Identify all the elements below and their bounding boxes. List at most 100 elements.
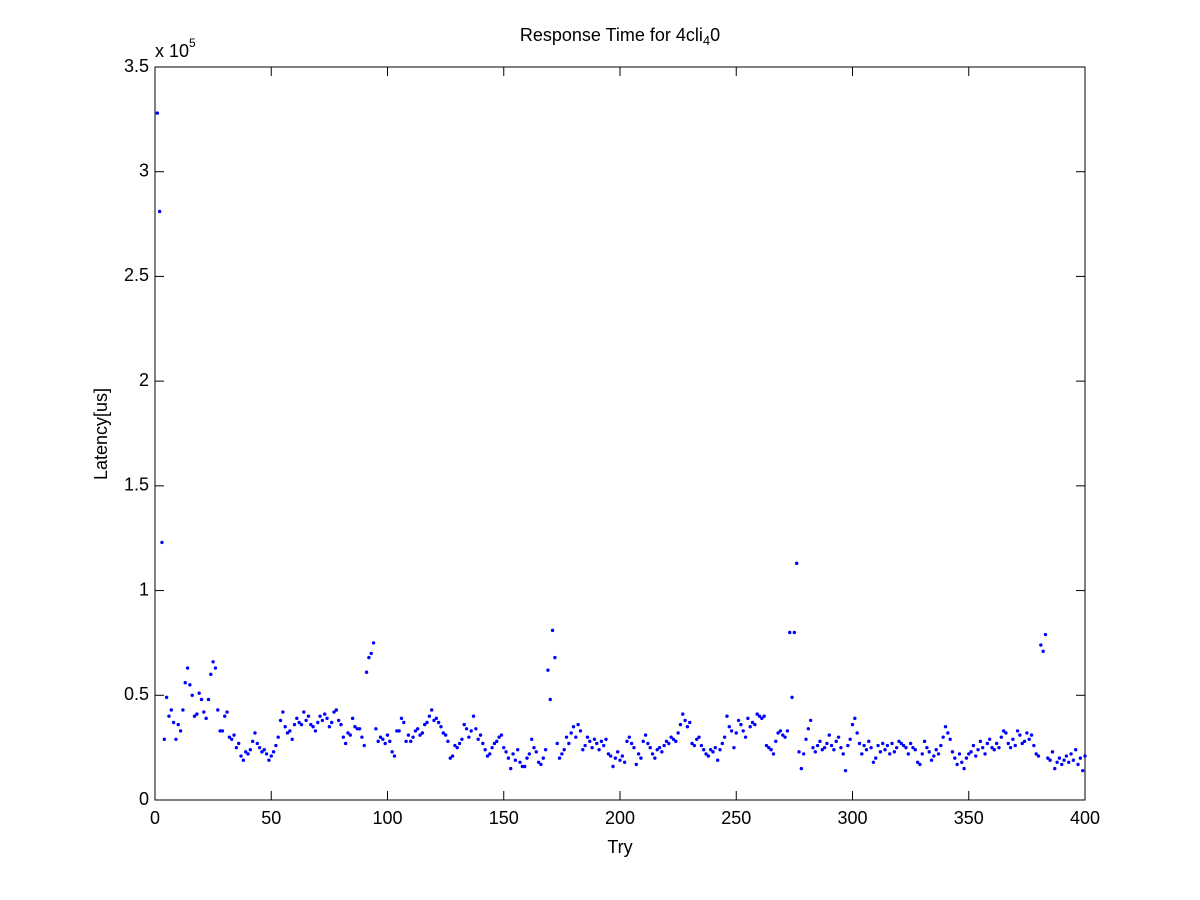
data-point	[481, 741, 485, 746]
data-point	[615, 750, 620, 754]
data-point	[290, 737, 294, 741]
data-point	[1076, 762, 1080, 767]
data-point	[994, 741, 999, 746]
data-point	[997, 745, 1001, 750]
data-point	[783, 735, 787, 739]
data-point	[690, 741, 694, 746]
data-point	[539, 762, 543, 767]
data-point	[223, 714, 227, 718]
data-point	[743, 735, 748, 739]
data-point	[599, 739, 604, 744]
data-point	[929, 758, 934, 762]
data-point	[164, 695, 169, 700]
data-point	[567, 741, 571, 746]
data-point	[467, 735, 471, 739]
data-point	[834, 739, 838, 744]
data-point	[167, 714, 171, 718]
data-point	[313, 729, 318, 733]
data-point	[804, 737, 808, 741]
data-point	[299, 722, 304, 727]
data-point	[199, 697, 204, 702]
data-point	[302, 710, 306, 714]
x-tick-label: 200	[605, 808, 635, 828]
data-point	[497, 735, 501, 739]
data-point	[839, 745, 843, 750]
data-point	[471, 714, 476, 718]
data-point	[757, 714, 762, 718]
data-point	[606, 752, 611, 756]
data-point	[450, 754, 455, 758]
data-point	[227, 735, 232, 739]
data-point	[964, 756, 969, 760]
data-point	[1078, 756, 1083, 760]
data-point	[657, 745, 662, 750]
data-point	[874, 756, 878, 760]
y-tick-label: 2.5	[124, 265, 149, 285]
data-point	[355, 727, 359, 731]
data-point	[725, 714, 729, 718]
data-point	[588, 739, 592, 744]
data-point	[892, 750, 897, 754]
data-point	[1071, 758, 1076, 762]
data-point	[390, 750, 394, 754]
data-point	[927, 750, 931, 754]
data-point	[671, 737, 676, 741]
data-point	[1004, 731, 1008, 735]
data-point	[609, 754, 613, 758]
data-point	[622, 760, 627, 765]
data-point	[978, 739, 983, 744]
data-point	[853, 716, 857, 721]
data-point	[255, 741, 259, 746]
data-point	[488, 752, 492, 756]
title-subscript: 4	[703, 33, 710, 48]
data-point	[157, 209, 162, 214]
data-point	[736, 718, 741, 723]
data-point	[218, 729, 222, 733]
data-point	[795, 561, 799, 566]
data-point	[641, 739, 645, 744]
data-point	[343, 741, 348, 746]
x-tick-label: 50	[261, 808, 281, 828]
data-point	[1055, 760, 1059, 765]
data-point	[436, 720, 441, 725]
data-point	[278, 718, 283, 723]
data-point	[197, 691, 201, 695]
data-point	[225, 710, 229, 714]
data-point	[160, 540, 164, 545]
data-point	[829, 743, 834, 748]
data-point	[453, 743, 457, 748]
data-point	[522, 764, 527, 769]
data-point	[360, 735, 364, 739]
data-point	[976, 748, 980, 752]
data-point	[604, 737, 608, 741]
data-point	[790, 695, 794, 700]
data-point	[509, 766, 513, 771]
data-point	[983, 752, 987, 756]
y-axis-label: Latency[us]	[91, 388, 111, 480]
data-point	[595, 741, 599, 746]
data-point	[527, 752, 532, 756]
data-point	[455, 745, 459, 750]
data-point	[797, 750, 801, 754]
data-point	[469, 729, 473, 733]
data-point	[420, 731, 425, 735]
data-point	[739, 722, 743, 727]
data-point	[264, 752, 269, 756]
data-point	[1034, 752, 1038, 756]
y-tick-label: 3.5	[124, 56, 149, 76]
data-point	[320, 718, 325, 723]
data-point	[323, 712, 327, 716]
y-multiplier-base: x 10	[155, 41, 189, 61]
data-point	[708, 748, 713, 752]
data-point	[578, 729, 583, 733]
data-point	[981, 745, 985, 750]
data-point	[516, 748, 520, 752]
x-tick-label: 0	[150, 808, 160, 828]
title-main: Response Time for 4cli	[520, 25, 703, 45]
data-point	[432, 718, 436, 723]
chart-title: Response Time for 4cli40	[520, 25, 720, 49]
data-point	[571, 725, 576, 729]
data-point	[918, 762, 922, 767]
data-point	[339, 722, 343, 727]
data-point	[213, 666, 218, 670]
